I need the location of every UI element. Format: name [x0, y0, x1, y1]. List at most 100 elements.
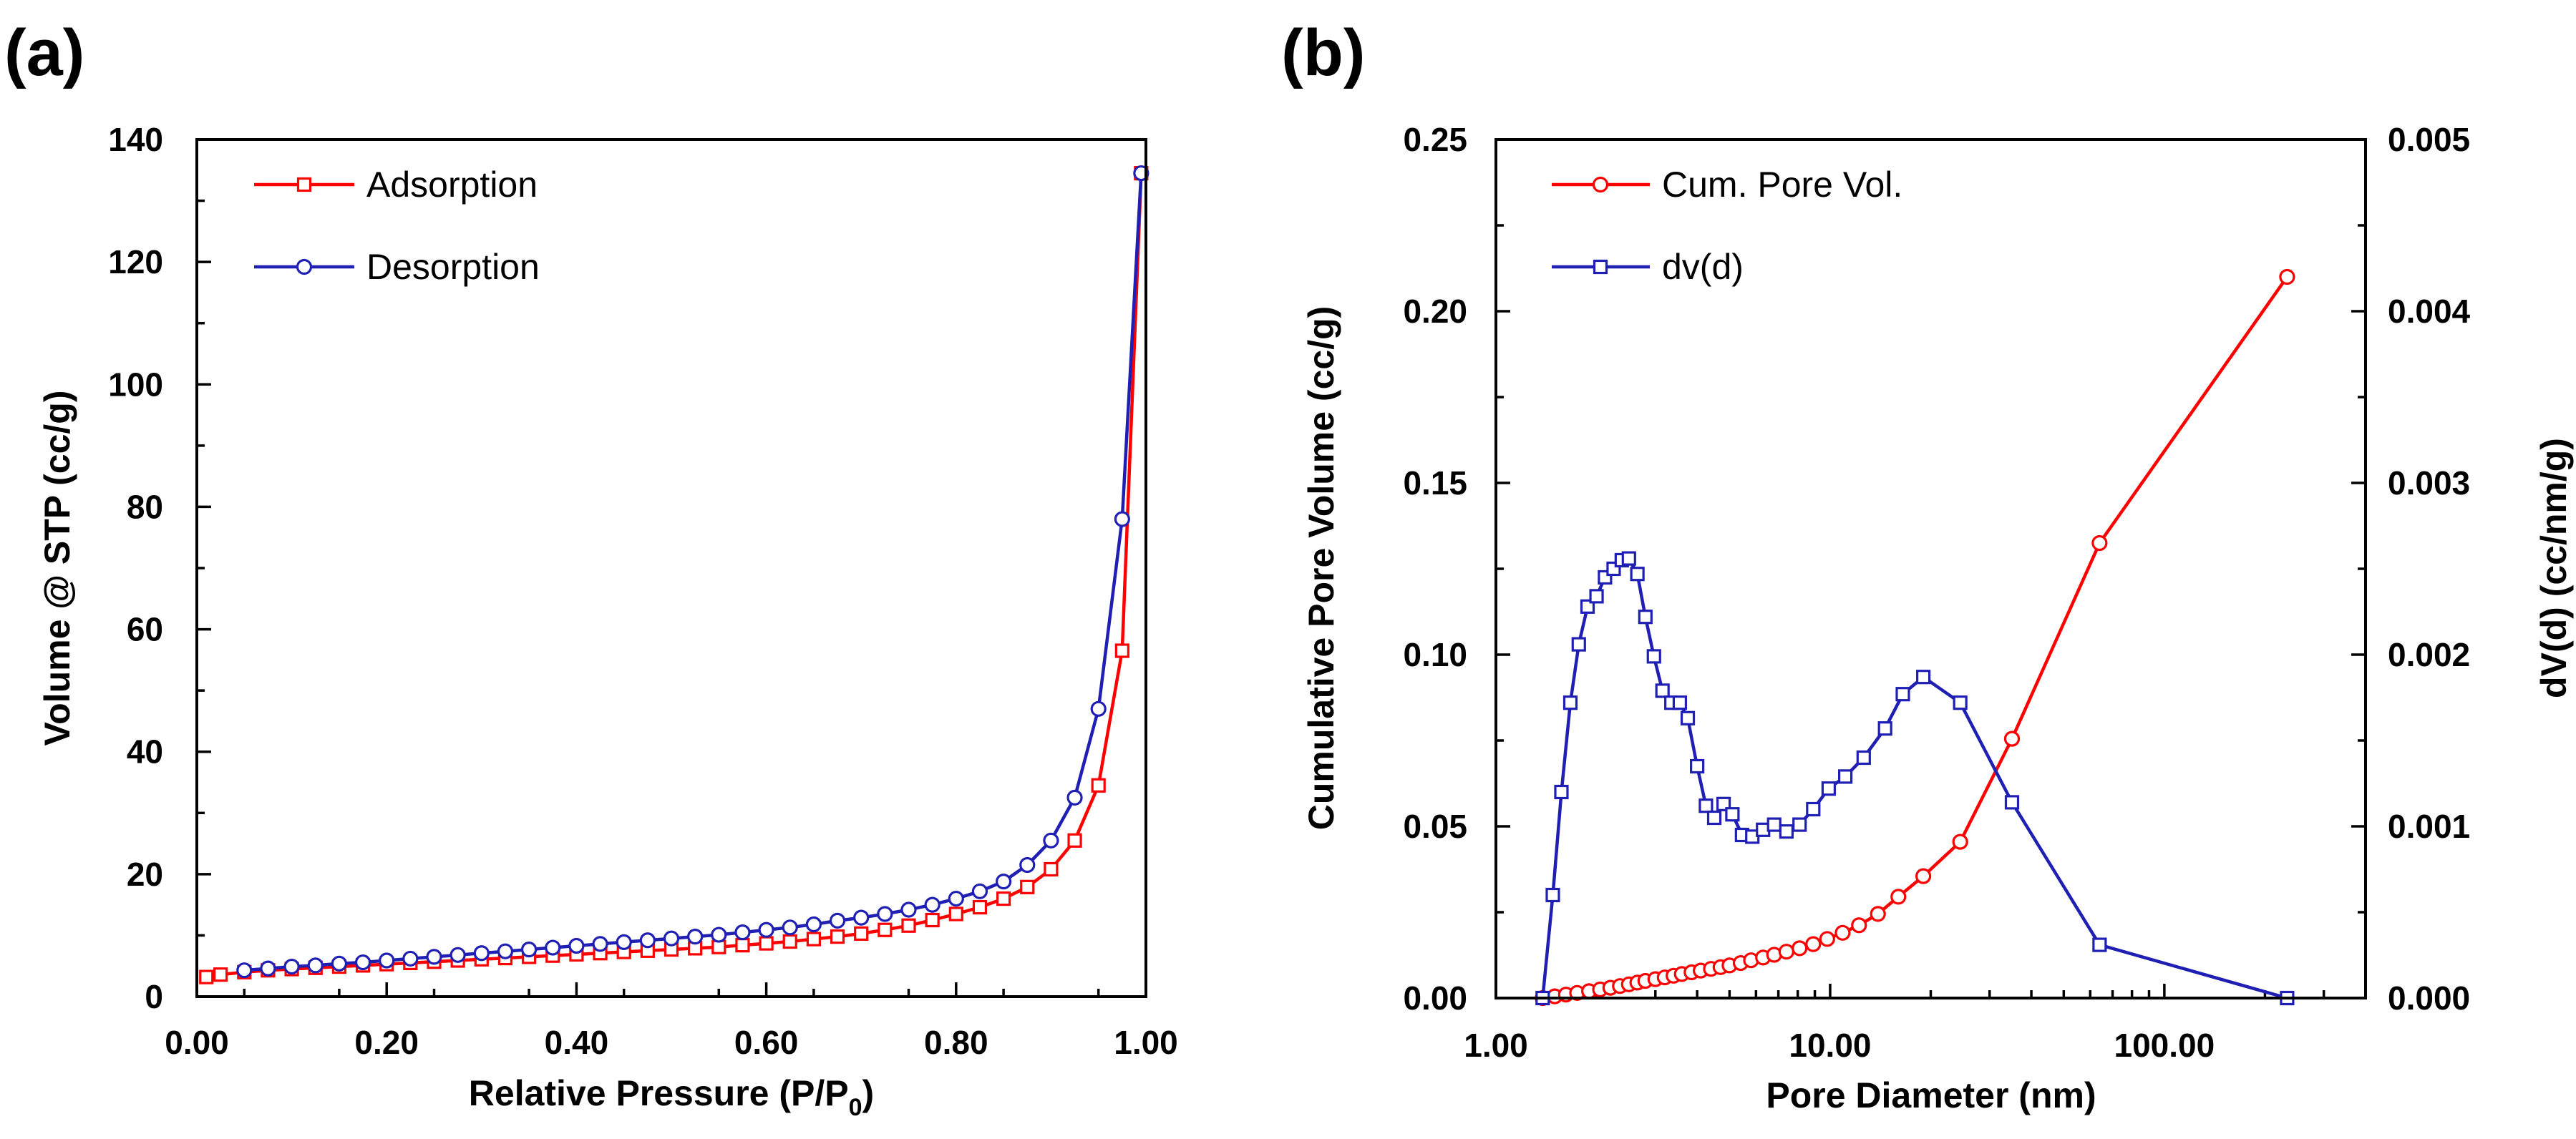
panel-a-desorption-point	[331, 955, 347, 972]
legend-marker-dvd	[1593, 259, 1608, 275]
panel-b-dvd-point	[1621, 551, 1636, 566]
panel-b-cum-pore-vol-point	[2003, 730, 2021, 747]
panel-a-x-axis-title-subscript: 0	[849, 1094, 862, 1121]
panel-b-right-y-tick-label: 0.003	[2388, 464, 2470, 502]
panel-a-desorption-point	[639, 932, 656, 949]
panel-b-series	[1535, 268, 2295, 1007]
panel-b-plot-frame	[1494, 138, 2367, 999]
panel-a-desorption-point	[449, 947, 466, 963]
panel-b-dvd-point	[1856, 750, 1871, 766]
panel-b-dvd-point	[1716, 796, 1731, 811]
panel-a-adsorption-point	[925, 912, 940, 928]
panel-b-dvd-point	[1630, 567, 1645, 582]
panel-a-desorption-point	[782, 919, 798, 936]
panel-a-y-tick-label: 100	[108, 366, 163, 403]
panel-a-adsorption-point	[782, 934, 797, 949]
panel-a-plot-frame	[195, 138, 1147, 998]
panel-b-left-y-tick-label: 0.05	[1403, 808, 1467, 845]
panel-a-adsorption-point	[735, 938, 750, 953]
panel-b-dvd-point	[1953, 695, 1968, 710]
panel-a-y-tick-label: 80	[127, 488, 163, 525]
panel-b-x-tick-label: 10.00	[1789, 1027, 1871, 1064]
panel-a-desorption-point	[711, 927, 727, 943]
panel-a-y-tick-label: 60	[127, 611, 163, 648]
panel-b-left-y-tick-label: 0.00	[1403, 979, 1467, 1017]
panel-a-y-tick-label: 0	[145, 978, 163, 1015]
panel-a-desorption-point	[734, 924, 751, 941]
panel-a-x-axis-title-main: Relative Pressure (P/P	[469, 1073, 849, 1113]
legend-marker-adsorption	[296, 177, 312, 192]
panel-a-desorption-point	[663, 930, 680, 947]
panel-a-desorption-point	[545, 939, 561, 956]
panel-a-desorption-point	[497, 943, 514, 959]
panel-a-desorption-point	[473, 945, 490, 962]
panel-a-desorption-point	[520, 942, 538, 958]
panel-a-adsorption-point	[996, 891, 1011, 906]
panel-b-dvd-point	[1725, 807, 1740, 822]
legend-label-dvd: dv(d)	[1662, 247, 1744, 287]
panel-b-right-y-tick-label: 0.002	[2388, 636, 2470, 673]
panel-a-x-tick-label: 1.00	[1114, 1024, 1178, 1061]
panel-a-desorption-point	[1066, 789, 1083, 806]
panel-a-desorption-point	[592, 936, 608, 952]
panel-b-dvd-point	[1690, 758, 1705, 774]
panel-a-desorption-point	[1043, 832, 1059, 849]
panel-b-dvd-point	[1672, 695, 1688, 710]
panel-a-desorption-point	[948, 890, 964, 907]
panel-b-dvd-point	[2092, 937, 2107, 952]
panel-a-y-tick-label: 140	[108, 121, 163, 158]
panel-a-adsorption-point	[1044, 861, 1059, 877]
panel-b-dvd-point	[1589, 589, 1604, 604]
legend-marker-desorption	[296, 258, 313, 275]
panel-b-dvd-point	[1545, 887, 1560, 903]
panel-a-desorption-point	[568, 937, 585, 954]
panel-a-desorption-point	[307, 957, 324, 974]
panel-b-left-y-tick-label: 0.15	[1403, 464, 1467, 502]
panel-b-dvd-point	[1580, 599, 1595, 614]
panel-b-x-tick-label: 1.00	[1464, 1027, 1528, 1064]
panel-a-desorption-point	[1114, 511, 1130, 527]
panel-b-dvd-point	[1680, 710, 1696, 725]
panel-b-dvd-point	[1698, 798, 1714, 813]
panel-b-left-y-tick-label: 0.10	[1403, 636, 1467, 673]
legend-label-desorption: Desorption	[366, 247, 540, 287]
panel-a-x-tick-label: 0.00	[165, 1024, 229, 1061]
panel-b-dvd-point	[1779, 824, 1794, 839]
panel-a-adsorption-point	[830, 929, 845, 944]
panel-a: (a) 0.00 0.20 0.40 0.60 0.80 1.00 0 20 40 60 80 100…	[4, 16, 1178, 1121]
panel-b-cum-pore-vol-point	[2091, 534, 2108, 552]
panel-b-dvd-point	[1838, 769, 1853, 784]
panel-a-desorption-point	[971, 883, 988, 899]
panel-b-cum-pore-vol-point	[1778, 944, 1794, 960]
panel-a-x-tick-label: 0.80	[924, 1024, 988, 1061]
panel-a-adsorption-point	[1114, 643, 1129, 658]
panel-a-desorption-point	[758, 922, 774, 938]
panel-a-x-tick-label: 0.40	[545, 1024, 609, 1061]
panel-b-dvd-point	[2004, 795, 2020, 810]
panel-a-y-axis-title: Volume @ STP (cc/g)	[37, 391, 77, 746]
panel-a-y-tick-label: 20	[127, 856, 163, 893]
panel-b-series-line-dvd	[1541, 557, 2288, 1000]
panel-a-series	[199, 165, 1150, 984]
panel-b-left-y-tick-label: 0.25	[1403, 121, 1467, 158]
panel-a-desorption-point	[260, 960, 276, 977]
panel-b-legend: Cum. Pore Vol. dv(d)	[1552, 165, 1902, 287]
panel-b-right-y-axis-title: dV(d) (cc/nm/g)	[2534, 438, 2574, 698]
panel-b-cum-pore-vol-point	[1834, 924, 1851, 941]
panel-b: (b) 1.00 10.00 100.00 0.00 0.05 0.10 0.15 0.20 0…	[1281, 16, 2574, 1115]
panel-a-ticks: 0.00 0.20 0.40 0.60 0.80 1.00 0 20 40 60 80 100 120 1…	[108, 121, 1178, 1061]
panel-a-legend: Adsorption Desorption	[254, 165, 540, 287]
panel-b-left-y-tick-label: 0.20	[1403, 293, 1467, 330]
panel-a-desorption-point	[829, 912, 846, 929]
panel-a-adsorption-point	[901, 918, 916, 933]
panel-a-desorption-point	[379, 952, 395, 969]
panel-b-right-y-tick-label: 0.001	[2388, 808, 2470, 845]
panel-b-x-tick-label: 100.00	[2114, 1027, 2215, 1064]
panel-a-adsorption-point	[213, 967, 228, 982]
panel-a-desorption-point	[426, 949, 442, 965]
panel-a-label: (a)	[4, 16, 84, 89]
panel-a-adsorption-point	[1020, 879, 1035, 894]
panel-a-x-tick-label: 0.60	[734, 1024, 799, 1061]
panel-a-adsorption-point	[972, 899, 988, 915]
